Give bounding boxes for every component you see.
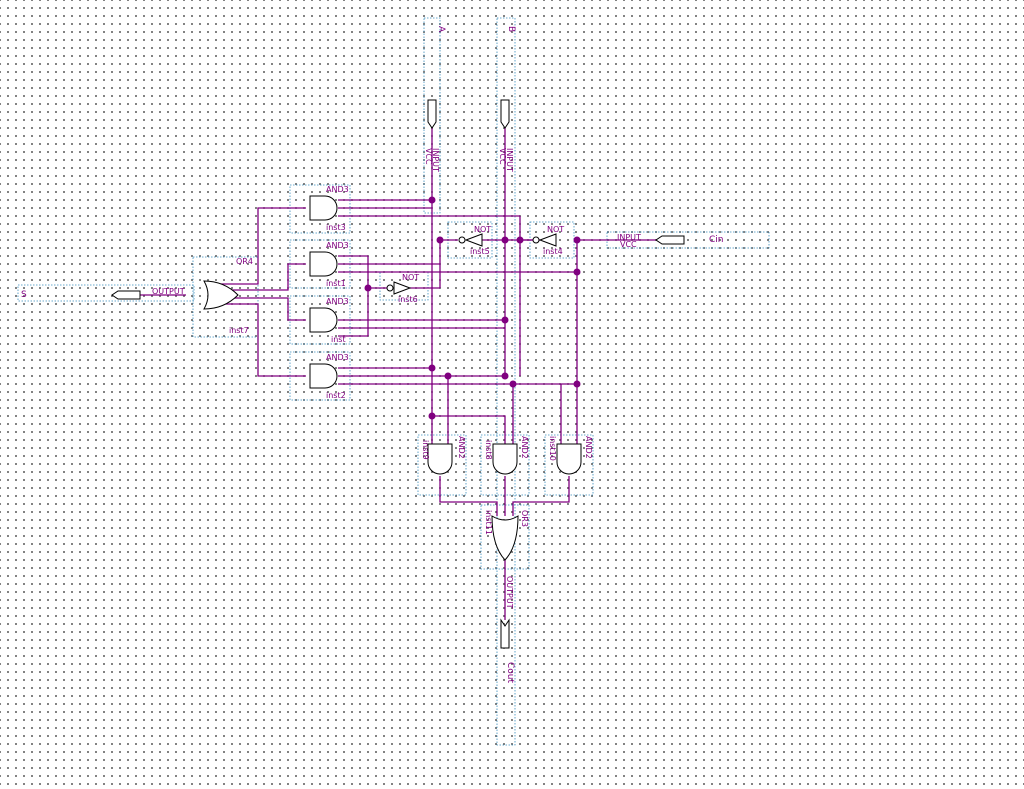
and2-gate-inst8[interactable] — [492, 443, 518, 475]
not-gate-inst4[interactable] — [532, 233, 557, 247]
pin-a-supply: VCC — [424, 148, 433, 165]
pin-s-name: S — [21, 290, 27, 300]
gate-inst-inst11: inst11 — [484, 510, 493, 535]
pin-cin-type: INPUT — [617, 233, 641, 242]
gate-inst-inst1: inst1 — [326, 279, 346, 288]
and2-gate-inst10[interactable] — [556, 443, 582, 475]
gate-type-inst6: NOT — [402, 273, 419, 282]
gate-type-inst4: NOT — [547, 225, 564, 234]
or4-gate-inst7[interactable] — [203, 280, 239, 310]
and3-gate-inst1[interactable] — [309, 251, 338, 277]
pin-b-name: B — [506, 26, 516, 32]
pin-cin-name: Cin — [709, 235, 724, 245]
and3-gate-inst3[interactable] — [309, 195, 338, 221]
and2-gate-inst9[interactable] — [427, 443, 453, 475]
or3-gate-inst11[interactable] — [491, 515, 519, 561]
junction-dots — [364, 196, 581, 420]
pin-cout-symbol[interactable] — [500, 618, 510, 649]
pin-s-type: OUTPUT — [152, 287, 185, 296]
gate-type-inst3: AND3 — [326, 185, 349, 194]
pin-a-name: A — [436, 26, 446, 33]
gate-inst-inst9: inst9 — [421, 440, 430, 460]
pin-cin-supply: VCC — [620, 240, 637, 249]
gate-inst-inst3: inst3 — [326, 223, 346, 232]
and3-gate-inst2[interactable] — [309, 363, 338, 389]
pin-s-symbol[interactable] — [111, 290, 141, 300]
gate-type-inst8: AND2 — [520, 436, 529, 459]
gate-type-inst9: AND2 — [457, 436, 466, 459]
gate-type-inst11: OR3 — [520, 510, 529, 527]
bounding-boxes — [17, 17, 770, 746]
gate-inst-inst4: inst4 — [543, 247, 563, 256]
pin-b-type: INPUT — [505, 148, 514, 172]
gate-type-inst1: AND3 — [326, 241, 349, 250]
gate-type-inst10: AND2 — [584, 436, 593, 459]
gate-type-inst: AND3 — [326, 297, 349, 306]
gate-inst-inst8: inst8 — [484, 440, 493, 460]
pin-cout-name: Cout — [505, 662, 515, 683]
pin-b-symbol[interactable] — [500, 99, 510, 129]
not-gate-inst5[interactable] — [458, 233, 483, 247]
gate-inst-inst2: inst2 — [326, 391, 346, 400]
pin-cin-symbol[interactable] — [655, 235, 685, 245]
gate-type-inst5: NOT — [474, 225, 491, 234]
gate-type-inst2: AND3 — [326, 353, 349, 362]
gate-inst-inst: inst — [331, 335, 346, 344]
gate-inst-inst10: inst10 — [548, 436, 557, 461]
pin-cout-type: OUTPUT — [505, 576, 514, 609]
pin-a-type: INPUT — [431, 148, 440, 172]
gate-inst-inst6: inst6 — [398, 295, 418, 304]
and3-gate-inst[interactable] — [309, 307, 338, 333]
wires — [140, 128, 656, 620]
gate-type-inst7: OR4 — [236, 257, 253, 266]
gate-inst-inst7: inst7 — [229, 326, 249, 335]
gate-inst-inst5: inst5 — [470, 247, 490, 256]
pin-a-symbol[interactable] — [427, 99, 437, 129]
pin-b-supply: VCC — [498, 148, 507, 165]
not-gate-inst6[interactable] — [386, 281, 412, 295]
